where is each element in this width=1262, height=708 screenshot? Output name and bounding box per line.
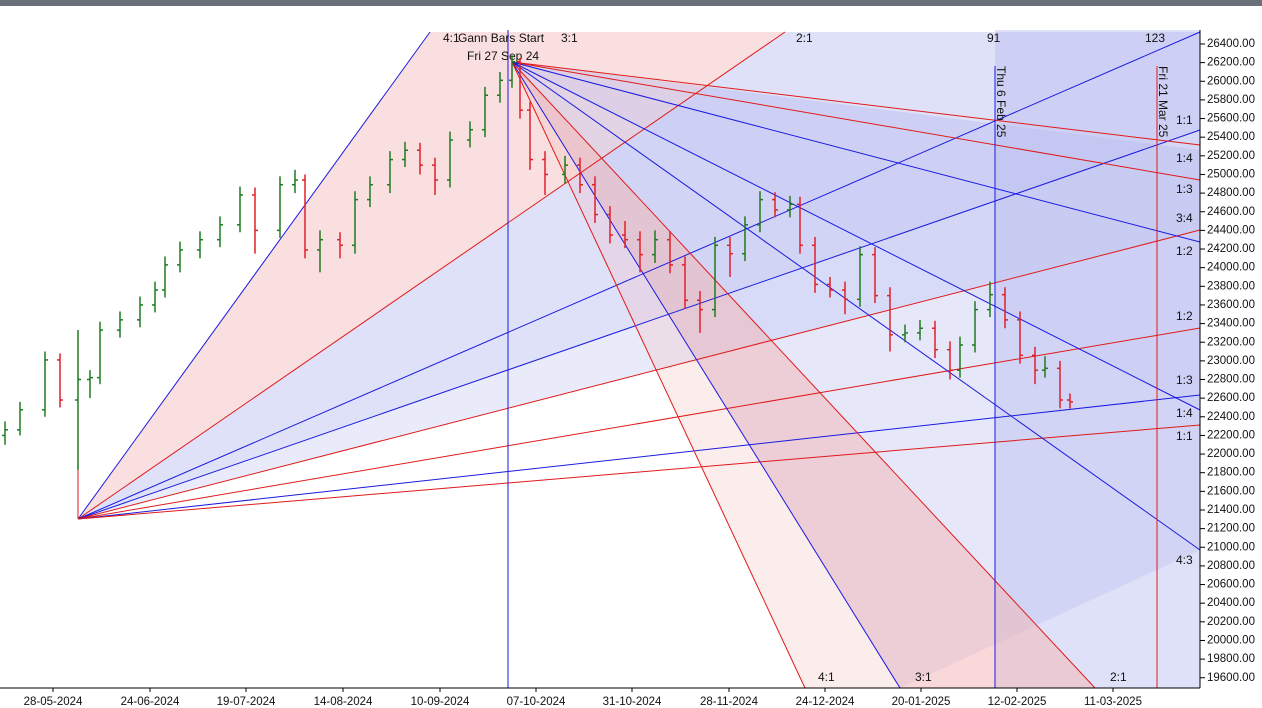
annotation: 3:4 — [1176, 211, 1193, 225]
annotation: 2:1 — [1110, 670, 1127, 684]
y-tick-label: 22000.00 — [1207, 448, 1255, 460]
fan-line — [77, 229, 1201, 520]
annotation: 4:3 — [1176, 553, 1193, 567]
annotation: 1:1 — [1176, 429, 1193, 443]
fan-zone — [995, 30, 1200, 688]
y-tick-label: 20000.00 — [1207, 634, 1255, 646]
axis-bg — [1200, 0, 1262, 708]
y-tick-label: 24000.00 — [1207, 262, 1255, 274]
annotation: Fri 27 Sep 24 — [467, 49, 539, 63]
x-tick-label: 07-10-2024 — [507, 696, 566, 708]
y-tick-label: 26000.00 — [1207, 75, 1255, 87]
annotation: 1:3 — [1176, 373, 1193, 387]
top-strip — [0, 0, 1262, 6]
fan-line — [511, 61, 1201, 411]
annotation: 1:1 — [1176, 113, 1193, 127]
x-tick-label: 31-10-2024 — [603, 696, 662, 708]
y-tick-label: 21000.00 — [1207, 541, 1255, 553]
annotation: 3:1 — [915, 670, 932, 684]
y-tick-label: 25200.00 — [1207, 150, 1255, 162]
annotation: 91 — [987, 31, 1001, 45]
annotation: Thu 6 Feb 25 — [994, 66, 1008, 138]
annotation: 3:1 — [561, 31, 578, 45]
fan-zone — [512, 62, 1200, 688]
y-tick-label: 23400.00 — [1207, 318, 1255, 330]
y-tick-label: 26200.00 — [1207, 57, 1255, 69]
y-tick-label: 25800.00 — [1207, 94, 1255, 106]
y-tick-label: 24800.00 — [1207, 187, 1255, 199]
y-tick-label: 21200.00 — [1207, 523, 1255, 535]
y-tick-label: 26400.00 — [1207, 38, 1255, 50]
fan-line — [77, 394, 1201, 520]
fan-line — [511, 61, 1201, 551]
y-tick-label: 22600.00 — [1207, 392, 1255, 404]
x-tick-label: 10-09-2024 — [411, 696, 470, 708]
fan-line — [77, 424, 1201, 520]
annotation: 1:4 — [1176, 406, 1193, 420]
annotation: 4:1 — [818, 670, 835, 684]
y-tick-label: 23000.00 — [1207, 355, 1255, 367]
y-tick-label: 25000.00 — [1207, 168, 1255, 180]
x-tick-label: 11-03-2025 — [1084, 696, 1142, 708]
x-tick-label: 24-06-2024 — [121, 696, 180, 708]
x-tick-label: 24-12-2024 — [796, 696, 855, 708]
annotation: 1:3 — [1176, 182, 1193, 196]
fan-line — [511, 61, 1201, 146]
annotation: Gann Bars Start — [458, 31, 545, 45]
fan-line — [511, 61, 806, 689]
gann-fans — [77, 30, 1201, 689]
y-tick-label: 20800.00 — [1207, 560, 1255, 572]
y-tick-label: 20200.00 — [1207, 616, 1255, 628]
fan-line — [77, 129, 1201, 520]
annotation: 1:4 — [1176, 151, 1193, 165]
y-tick-label: 21400.00 — [1207, 504, 1255, 516]
y-tick-label: 21600.00 — [1207, 485, 1255, 497]
annotation: 123 — [1145, 31, 1165, 45]
fan-line — [77, 31, 786, 520]
x-tick-label: 20-01-2025 — [892, 696, 951, 708]
y-tick-label: 23200.00 — [1207, 336, 1255, 348]
y-tick-label: 23600.00 — [1207, 299, 1255, 311]
x-tick-label: 19-07-2024 — [217, 696, 276, 708]
y-tick-label: 19800.00 — [1207, 653, 1255, 665]
x-tick-label: 12-02-2025 — [988, 696, 1047, 708]
fan-line — [77, 31, 1201, 520]
fan-line — [77, 327, 1201, 520]
fan-line — [511, 61, 1201, 243]
x-tick-label: 14-08-2024 — [314, 696, 373, 708]
y-tick-label: 25400.00 — [1207, 131, 1255, 143]
fan-line — [511, 61, 1096, 689]
y-tick-label: 24200.00 — [1207, 243, 1255, 255]
y-tick-label: 20400.00 — [1207, 597, 1255, 609]
y-tick-label: 24600.00 — [1207, 206, 1255, 218]
y-tick-label: 23800.00 — [1207, 280, 1255, 292]
fan-line — [511, 61, 1201, 181]
fan-line — [511, 61, 901, 689]
y-tick-label: 22800.00 — [1207, 374, 1255, 386]
annotation: Fri 21 Mar 25 — [1156, 66, 1170, 138]
annotation: 1:2 — [1176, 244, 1193, 258]
y-tick-label: 22400.00 — [1207, 411, 1255, 423]
annotation: 2:1 — [796, 31, 813, 45]
annotation: 4:1 — [443, 31, 460, 45]
x-tick-label: 28-11-2024 — [700, 696, 759, 708]
annotation: 1:2 — [1176, 309, 1193, 323]
y-tick-label: 19600.00 — [1207, 672, 1255, 684]
y-tick-label: 24400.00 — [1207, 224, 1255, 236]
axis-bg — [0, 688, 1262, 708]
fan-line — [77, 31, 431, 520]
y-tick-label: 25600.00 — [1207, 113, 1255, 125]
y-tick-label: 20600.00 — [1207, 579, 1255, 591]
y-tick-label: 21800.00 — [1207, 467, 1255, 479]
x-tick-label: 28-05-2024 — [24, 696, 83, 708]
y-tick-label: 22200.00 — [1207, 429, 1255, 441]
